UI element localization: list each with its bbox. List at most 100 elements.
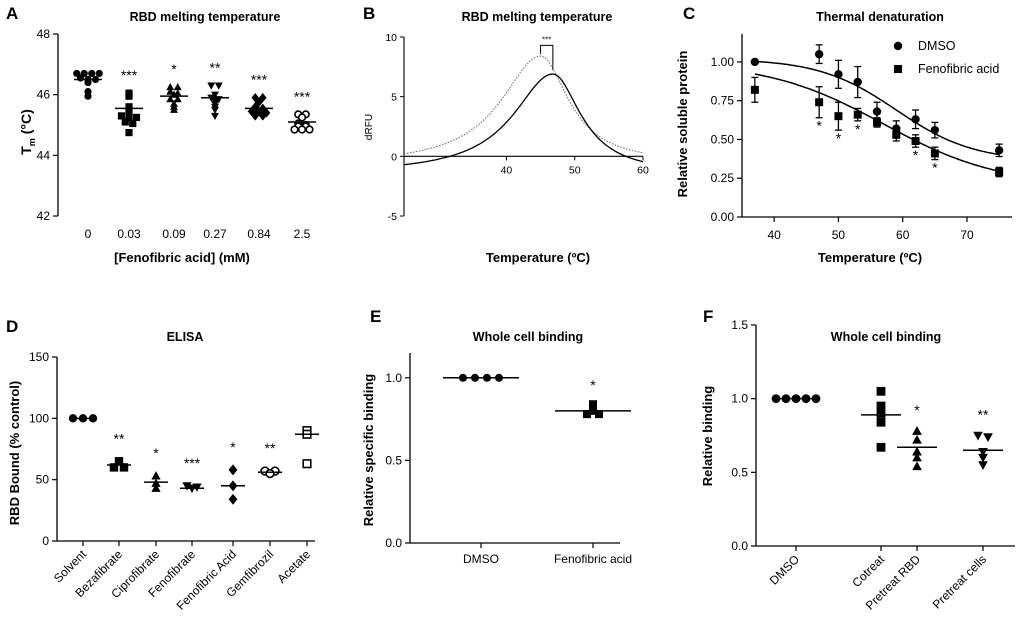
data-point-2-5 bbox=[297, 113, 307, 122]
y-tick-label: 0.5 bbox=[731, 465, 748, 479]
panel-d-axes: 050100150SolventBezafibrateCiprofibrateF… bbox=[29, 350, 315, 613]
legend-marker-dmso bbox=[893, 41, 903, 51]
data-point-pretreat-rbd bbox=[912, 426, 922, 435]
data-point-dmso bbox=[853, 77, 862, 87]
data-point-0-84 bbox=[251, 93, 260, 103]
y-tick-label: 10 bbox=[385, 32, 397, 44]
x-tick-label: 40 bbox=[767, 228, 781, 242]
melt-curve-dotted bbox=[403, 55, 644, 155]
y-tick-label: 0.75 bbox=[711, 94, 735, 108]
data-point-0-03 bbox=[125, 103, 133, 111]
panel-b-x-axis-label: Temperature (ºC) bbox=[486, 250, 590, 265]
data-point-bezafibrate bbox=[109, 463, 119, 472]
significance-label: ** bbox=[978, 407, 989, 423]
data-point-0-09 bbox=[173, 95, 182, 103]
significance-label: ** bbox=[210, 60, 221, 76]
legend-label-dmso: DMSO bbox=[918, 39, 956, 53]
data-point-cotreat bbox=[876, 409, 886, 418]
fit-curve-dmso bbox=[754, 60, 1000, 156]
panel-letter-b: B bbox=[363, 4, 375, 23]
data-point-0-03 bbox=[125, 92, 133, 100]
data-point-cotreat bbox=[876, 386, 886, 396]
panel-c-legend: DMSO Fenofibric acid bbox=[893, 39, 999, 76]
panel-e-axes: 0.0 0.5 1.0 DMSO Fenofibric acid bbox=[385, 353, 632, 566]
data-point-fenofibric-acid bbox=[995, 168, 1004, 177]
data-point-0-84 bbox=[262, 108, 271, 118]
data-point-0-27 bbox=[207, 82, 216, 90]
panel-a-x-axis-label: [Fenofibric acid] (mM) bbox=[114, 250, 250, 265]
panel-letter-c: C bbox=[683, 4, 695, 23]
panel-e-y-axis-label: Relative specific binding bbox=[361, 374, 376, 526]
panel-a-y-axis-label: Tm (°C) bbox=[18, 109, 37, 155]
significance-label: * bbox=[230, 439, 236, 455]
data-point-pretreat-cells bbox=[983, 433, 993, 443]
panel-f-title: Whole cell binding bbox=[831, 330, 941, 344]
x-tick-label: 0.27 bbox=[203, 227, 227, 241]
y-tick-label: 0.5 bbox=[385, 453, 402, 467]
y-tick-label: 1.0 bbox=[731, 392, 748, 406]
significance-label: ** bbox=[114, 430, 125, 446]
x-tick-label: 50 bbox=[832, 228, 846, 242]
data-point-0 bbox=[95, 69, 103, 78]
data-point-dmso bbox=[930, 125, 940, 135]
data-point-0 bbox=[84, 92, 92, 100]
data-point-fenofibric-acid bbox=[228, 464, 238, 476]
data-point-0-84 bbox=[258, 93, 267, 103]
panel-c-axes: 0.00 0.25 0.50 0.75 1.00 40 50 60 70 bbox=[711, 34, 1012, 242]
data-point-fenofibric-acid bbox=[228, 493, 238, 505]
x-tick-label: 0.03 bbox=[117, 227, 141, 241]
data-point-0-09 bbox=[170, 105, 178, 113]
legend-marker-fenofibric-acid bbox=[894, 65, 902, 73]
y-tick-label: 42 bbox=[37, 209, 51, 223]
panel-c-title: Thermal denaturation bbox=[816, 10, 944, 24]
x-tick-label: 40 bbox=[501, 164, 513, 176]
significance-label: *** bbox=[121, 67, 138, 83]
data-point-0-03 bbox=[125, 107, 133, 115]
significance-label: * bbox=[932, 160, 938, 176]
x-tick-label: 50 bbox=[569, 164, 581, 176]
data-point-cotreat bbox=[876, 401, 886, 411]
y-tick-label: 5 bbox=[391, 92, 397, 104]
data-point-fenofibric-acid bbox=[873, 118, 881, 127]
significance-label: *** bbox=[184, 455, 201, 471]
significance-label: *** bbox=[251, 72, 268, 88]
panel-b-axes: -5 0 5 10 40 50 60 bbox=[385, 32, 649, 223]
data-point-0-27 bbox=[211, 106, 219, 114]
data-point-dmso bbox=[872, 107, 882, 116]
panel-letter-a: A bbox=[6, 4, 18, 23]
data-point-2-5 bbox=[297, 125, 307, 134]
x-tick-label: 0.09 bbox=[162, 227, 186, 241]
data-point-0 bbox=[84, 78, 92, 87]
panel-a-axes: 42 44 46 48 0 0.03 0.09 0.27 0.84 2.5 bbox=[37, 27, 311, 241]
panel-c-marks: * * * * * bbox=[750, 44, 1004, 178]
data-point-0-27 bbox=[211, 112, 219, 121]
significance-bracket bbox=[540, 44, 554, 70]
panel-f-y-axis-label: Relative binding bbox=[700, 386, 715, 486]
data-point-pretreat-cells bbox=[978, 453, 988, 463]
y-tick-label: 0.0 bbox=[385, 536, 402, 550]
data-point-cotreat bbox=[876, 442, 886, 452]
data-point-dmso bbox=[750, 57, 760, 67]
data-point-0-84 bbox=[251, 111, 260, 121]
data-point-bezafibrate bbox=[119, 463, 129, 472]
data-point-0-09 bbox=[166, 95, 175, 103]
x-tick-label: Pretreat cells bbox=[930, 552, 989, 611]
data-point-0-84 bbox=[258, 111, 267, 121]
melt-curve-solid bbox=[403, 73, 644, 166]
data-point-fenofibric-acid bbox=[595, 410, 603, 419]
y-tick-label: 48 bbox=[37, 27, 51, 41]
panel-f-marks: * ** bbox=[771, 386, 1003, 471]
data-point-0-03 bbox=[117, 112, 126, 120]
data-point-ciprofibrate bbox=[151, 471, 161, 480]
data-point-pretreat-cells bbox=[978, 461, 988, 471]
panel-d: D ELISA 050100150SolventBezafibrateCipro… bbox=[6, 317, 319, 613]
y-tick-label: 46 bbox=[37, 88, 51, 102]
data-point-0-84 bbox=[255, 106, 263, 117]
panel-c-y-axis-label: Relative soluble protein bbox=[675, 51, 690, 198]
panel-e-title: Whole cell binding bbox=[473, 330, 583, 344]
x-tick-label: 2.5 bbox=[294, 227, 311, 241]
y-tick-label: -5 bbox=[388, 211, 397, 223]
data-point-0-84 bbox=[255, 97, 263, 107]
